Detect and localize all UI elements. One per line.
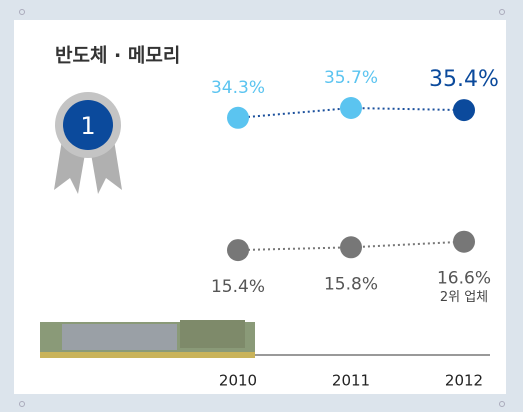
badge-center (63, 100, 113, 150)
data-point (227, 239, 249, 262)
chart-title: 반도체 · 메모리 (55, 45, 180, 67)
value-label: 15.4% (211, 277, 265, 297)
data-point (453, 99, 475, 122)
data-point (453, 230, 475, 253)
corner-dot (499, 401, 505, 407)
corner-dot (499, 9, 505, 15)
value-label: 34.3% (211, 78, 265, 98)
rank-number: 1 (80, 112, 95, 140)
module-pins (40, 352, 255, 358)
x-tick-label: 2012 (445, 372, 483, 390)
module-chip (180, 320, 245, 348)
x-tick-label: 2010 (219, 372, 257, 390)
data-point (340, 97, 362, 119)
value-label: 15.8% (324, 274, 378, 294)
value-label: 35.7% (324, 68, 378, 88)
x-tick-label: 2011 (332, 372, 370, 390)
data-point (340, 236, 362, 259)
rank-badge: 1 (54, 92, 122, 194)
corner-dot (19, 401, 25, 407)
annotation: 2위 업체 (440, 290, 488, 305)
memory-module (40, 320, 255, 358)
corner-dot (19, 9, 25, 15)
module-chip (62, 324, 177, 350)
value-label: 16.6% (437, 269, 491, 289)
value-label: 35.4% (429, 67, 499, 92)
data-point (227, 106, 249, 129)
